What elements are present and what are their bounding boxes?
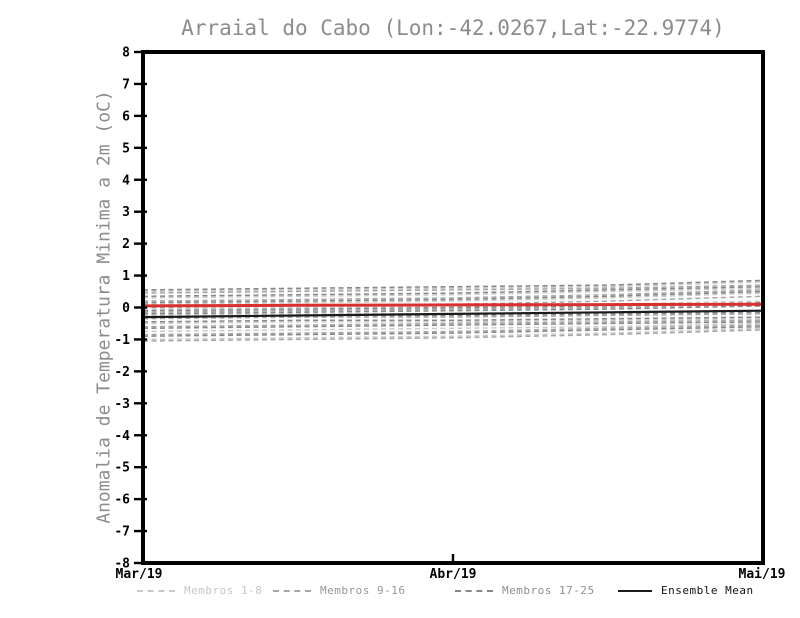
chart-title: Arraial do Cabo (Lon:-42.0267,Lat:-22.97… [181, 16, 725, 40]
ensemble-member-line [142, 303, 764, 314]
ensemble-member-line [142, 290, 764, 304]
y-tick-label: 0 [122, 301, 130, 316]
ensemble-member-line [142, 319, 764, 328]
ensemble-member-line [142, 281, 764, 293]
solid-line-swatch [618, 589, 652, 592]
ensemble-member-line [142, 289, 764, 302]
y-tick-label: -5 [114, 461, 130, 476]
y-tick-label: 5 [122, 141, 130, 156]
y-tick-label: 6 [122, 109, 130, 124]
ensemble-member-line [142, 287, 764, 299]
y-tick-label: 1 [122, 269, 130, 284]
ensemble-member-line [142, 327, 764, 341]
ensemble-member-line [142, 305, 764, 315]
y-tick-label: -3 [114, 397, 130, 412]
legend-item-membros-1-8: Membros 1-8 [137, 584, 262, 597]
y-tick-label: -7 [114, 525, 130, 540]
y-tick-label: 4 [122, 173, 130, 188]
y-tick-label: -4 [114, 429, 130, 444]
ensemble-member-line [142, 321, 764, 330]
y-tick-label: 2 [122, 237, 130, 252]
legend-item-membros-17-25: Membros 17-25 [455, 584, 595, 597]
ensemble-member-line [142, 301, 764, 312]
y-tick-label: -6 [114, 493, 130, 508]
ensemble-member-line [142, 322, 764, 333]
legend-item-ensemble-mean: Ensemble Mean [618, 584, 754, 597]
ensemble-member-line [142, 292, 764, 306]
y-tick-label: -2 [114, 365, 130, 380]
ensemble-mean-line [142, 309, 764, 319]
red-reference-line [142, 302, 764, 308]
ensemble-member-line [142, 325, 764, 337]
ensemble-member-line [142, 284, 764, 294]
dashed-line-swatch [137, 589, 175, 592]
y-tick-label: -1 [114, 333, 130, 348]
y-tick-label: 8 [122, 46, 130, 61]
legend-label: Membros 1-8 [184, 584, 263, 597]
dashed-line-swatch [273, 589, 311, 592]
x-tick-label: Mar/19 [116, 567, 163, 582]
ensemble-member-line [142, 316, 764, 323]
dashed-line-swatch [455, 589, 493, 592]
legend: Membros 1-8 Membros 9-16 Membros 17-25 E… [0, 0, 800, 597]
legend-item-membros-9-16: Membros 9-16 [273, 584, 405, 597]
ensemble-member-line [142, 329, 764, 342]
y-tick-label: 3 [122, 205, 130, 220]
ensemble-member-line [142, 317, 764, 325]
legend-label: Ensemble Mean [661, 584, 754, 597]
legend-label: Membros 9-16 [320, 584, 406, 597]
ensemble-member-line [142, 279, 764, 291]
x-tick-label: Abr/19 [430, 567, 477, 582]
ensemble-member-line [142, 285, 764, 298]
ensemble-member-line [142, 313, 764, 320]
y-tick-label: 7 [122, 77, 130, 92]
x-tick-label: Mai/19 [739, 567, 786, 582]
legend-label: Membros 17-25 [502, 584, 595, 597]
y-tick-label: -8 [114, 557, 130, 572]
ensemble-member-line [142, 324, 764, 336]
